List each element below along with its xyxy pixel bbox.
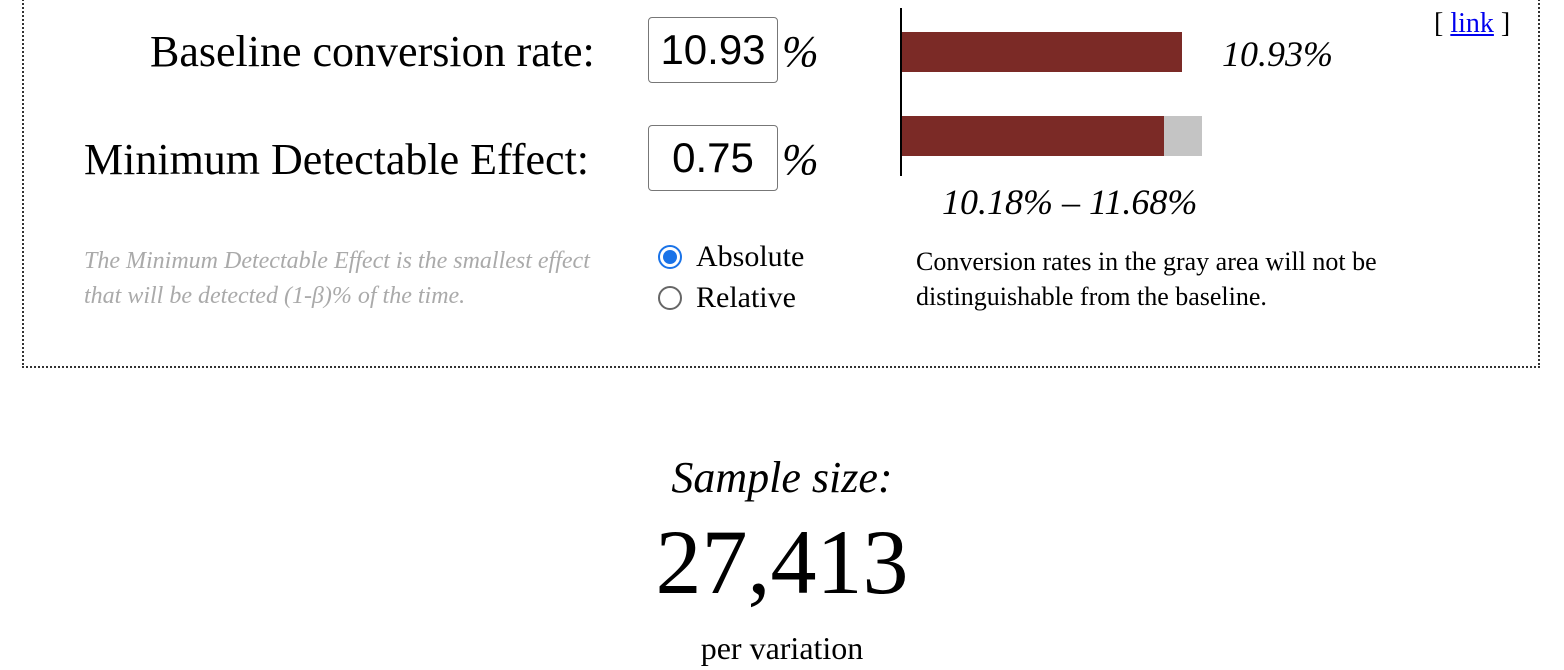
- range-low-bar: [902, 116, 1164, 156]
- relative-option[interactable]: Relative: [658, 283, 796, 313]
- baseline-percent-symbol: %: [782, 27, 819, 76]
- gray-area-note: Conversion rates in the gray area will n…: [916, 247, 1377, 311]
- baseline-bar-label: 10.93%: [1222, 34, 1333, 74]
- absolute-radio[interactable]: [658, 245, 682, 269]
- calculator-panel: [22, 0, 1540, 368]
- mde-percent-symbol: %: [782, 135, 819, 184]
- absolute-option[interactable]: Absolute: [658, 242, 804, 272]
- mde-label: Minimum Detectable Effect:: [84, 135, 590, 184]
- baseline-rate-input[interactable]: [648, 17, 778, 83]
- link-anchor[interactable]: link: [1450, 8, 1494, 39]
- link-close-bracket: ]: [1500, 8, 1511, 39]
- sample-size-title: Sample size:: [671, 453, 893, 502]
- sample-size-unit: per variation: [700, 630, 864, 666]
- bar-axis: [900, 8, 902, 176]
- baseline-bar: [902, 32, 1182, 72]
- absolute-radio-label[interactable]: Absolute: [696, 240, 805, 273]
- relative-radio-label[interactable]: Relative: [696, 281, 796, 314]
- mde-help-text: The Minimum Detectable Effect is the sma…: [84, 248, 590, 309]
- sample-size-value: 27,413: [655, 511, 909, 613]
- range-gray-area: [1164, 116, 1202, 156]
- link-open-bracket: [: [1434, 8, 1444, 39]
- range-label: 10.18% – 11.68%: [942, 182, 1198, 222]
- baseline-label: Baseline conversion rate:: [150, 27, 595, 76]
- mde-input[interactable]: [648, 125, 778, 191]
- relative-radio[interactable]: [658, 286, 682, 310]
- permalink: [ link ]: [1434, 10, 1510, 38]
